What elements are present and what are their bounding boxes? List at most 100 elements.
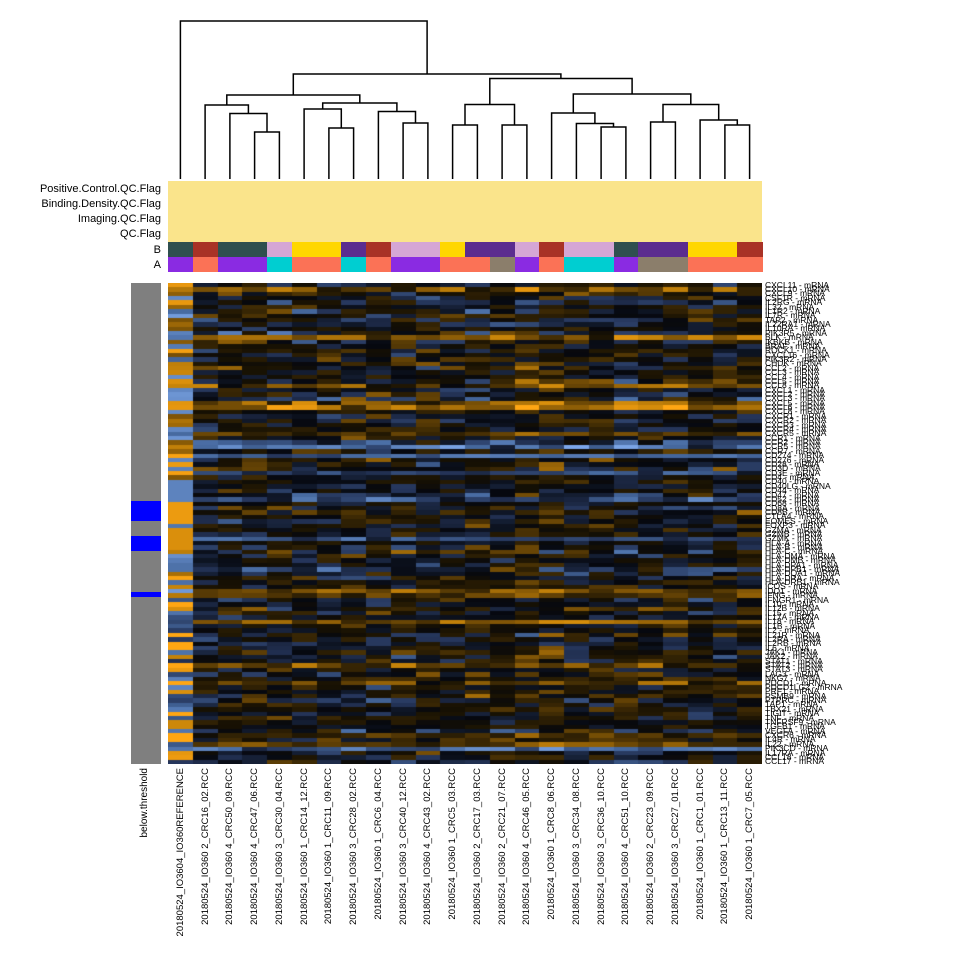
row-a-cell: [564, 257, 590, 272]
row-b-cell: [687, 242, 713, 257]
row-b-cell: [168, 242, 194, 257]
row-label: CCL8 - mRNA: [765, 380, 820, 391]
row-label: IL12B - mRNA: [765, 603, 820, 614]
row-label: BLK - mRNA: [765, 332, 814, 343]
column-label: 20180524_IO360 1_CRC13_11.RCC: [719, 768, 731, 925]
row-b-cell: [663, 242, 689, 257]
row-b-cell: [539, 242, 565, 257]
row-a-cell: [514, 257, 540, 272]
column-label: 20180524_IO360 3_CRC30_04.RCC: [273, 768, 285, 925]
row-label: TIGIT - mRNA: [765, 708, 820, 719]
row-label: PTPRC - mRNA: [765, 695, 827, 706]
annotation-label: B: [153, 243, 161, 256]
column-label: 20180524_IO360 4_CRC46_05.RCC: [521, 768, 533, 925]
row-a-cell: [341, 257, 367, 272]
row-a-cell: [489, 257, 515, 272]
row-label: TGFB1 - mRNA: [765, 721, 825, 732]
row-label: IL22 - mRNA: [765, 738, 815, 749]
row-label: CXCR2 - mRNA: [765, 415, 827, 426]
row-label: STAT2 - mRNA: [765, 660, 823, 671]
column-label: 20180524_IO360 3_CRC28_02.RCC: [348, 768, 360, 925]
row-label: HLA-DMA - mRNA: [765, 550, 836, 561]
column-label: 20180524_IO360 2_CRC17_03.RCC: [471, 768, 483, 925]
row-label: CSF1R - mRNA: [765, 292, 826, 303]
row-a-cell: [415, 257, 441, 272]
row-label: IL1B - mRNA: [765, 620, 816, 631]
below-threshold-label: below.threshold: [139, 768, 150, 838]
row-label: NKG7 - mRNA: [765, 673, 821, 684]
row-label: TNFRSF9 - mRNA: [765, 716, 836, 727]
row-label: IFNG - mRNA: [765, 590, 818, 601]
column-label: 20180524_IO360 1_CRC6_04.RCC: [372, 768, 384, 920]
column-label: 20180524_IO360 3_CRC27_01.RCC: [669, 768, 681, 925]
row-label: ICOS - mRNA: [765, 581, 819, 592]
row-label: HLA-DPB1 - mRNA: [765, 563, 840, 574]
row-label: HLA-DQA1 - mRNA: [765, 568, 841, 579]
row-label: STAT1 - mRNA: [765, 655, 823, 666]
row-label: CD274 - mRNA: [765, 450, 825, 461]
row-label: HLA-DRB1 - mRNA: [765, 577, 840, 588]
row-b-cell: [440, 242, 466, 257]
row-label: PSMB9 - mRNA: [765, 690, 827, 701]
column-label: 20180524_IO3604_IO360REFERENCE: [174, 768, 186, 937]
row-label: CXCR3 - mRNA: [765, 419, 827, 430]
row-label: HLA-DRA - mRNA: [765, 572, 835, 583]
row-label: CXCL9 - mRNA: [765, 288, 825, 299]
row-label: HLA-A - mRNA: [765, 537, 823, 548]
row-label: IL18 - mRNA: [765, 616, 815, 627]
row-a-cell: [316, 257, 342, 272]
row-label: TNF - mRNA: [765, 712, 815, 723]
row-label: CD28 - mRNA: [765, 458, 820, 469]
row-b-cell: [514, 242, 540, 257]
row-a-cell: [712, 257, 738, 272]
row-label: CXCL8 - mRNA: [765, 406, 825, 417]
row-a-cell: [440, 257, 466, 272]
row-label: CCR1 - mRNA: [765, 432, 821, 443]
row-a-cell: [267, 257, 293, 272]
row-a-cell: [588, 257, 614, 272]
column-label: 20180524_IO360 1_CRC5_03.RCC: [447, 768, 459, 920]
row-label: PIK3CD - mRNA: [765, 743, 829, 754]
row-b-cell: [712, 242, 738, 257]
row-label: CCL2 - mRNA: [765, 362, 820, 373]
row-label: CTLA4 - mRNA: [765, 511, 825, 522]
row-label: GZMB - mRNA: [765, 528, 823, 539]
row-label: HLA-C - mRNA: [765, 546, 824, 557]
row-label: IL4R - mRNA: [765, 734, 816, 745]
row-label: CXCL11 - mRNA: [765, 279, 830, 290]
row-label: CXCL2 - mRNA: [765, 389, 825, 399]
row-label: IL17RA - mRNA: [765, 747, 826, 758]
row-label: EOMES - mRNA: [765, 515, 829, 526]
row-label: GZMA - mRNA: [765, 524, 822, 535]
row-label: CCL17 - mRNA: [765, 756, 825, 767]
row-b-cell: [613, 242, 639, 257]
row-label: IL17A - mRNA: [765, 612, 820, 622]
below-threshold-flag-segment: [131, 501, 161, 521]
row-label: CXCR6 - mRNA: [765, 730, 827, 741]
row-label: CD40 - mRNA: [765, 476, 820, 487]
row-b-cell: [217, 242, 243, 257]
row-label: CXCL3 - mRNA: [765, 393, 825, 404]
row-a-cell: [242, 257, 268, 272]
row-label: CXCL16 - mRNA: [765, 349, 830, 360]
column-dendrogram: [179, 20, 751, 179]
row-label: CHUK - mRNA: [765, 358, 822, 369]
row-label: PIK3R5 - mRNA: [765, 327, 827, 338]
row-label: JAK2 - mRNA: [765, 651, 818, 662]
row-label: CXCL6 - mRNA: [765, 402, 825, 413]
row-label: CXCR1 - mRNA: [765, 410, 827, 421]
row-label: CD68 - mRNA: [765, 498, 820, 509]
row-a-cell: [539, 257, 565, 272]
row-label: IL10 - mRNA: [765, 598, 815, 609]
row-label: IL7R - mRNA: [765, 310, 816, 321]
row-label: PDCD1LG2 - mRNA: [765, 681, 843, 692]
annotation-label: Imaging.QC.Flag: [77, 213, 161, 226]
row-b-cell: [192, 242, 218, 257]
row-label: HLA-B - mRNA: [765, 542, 823, 553]
row-label: CD4 - mRNA: [765, 472, 815, 483]
row-label: CCR7 - mRNA: [765, 445, 821, 456]
row-a-cell: [638, 257, 664, 272]
row-b-cell: [465, 242, 491, 257]
column-label: 20180524_IO360 2_CRC16_02.RCC: [199, 768, 211, 925]
